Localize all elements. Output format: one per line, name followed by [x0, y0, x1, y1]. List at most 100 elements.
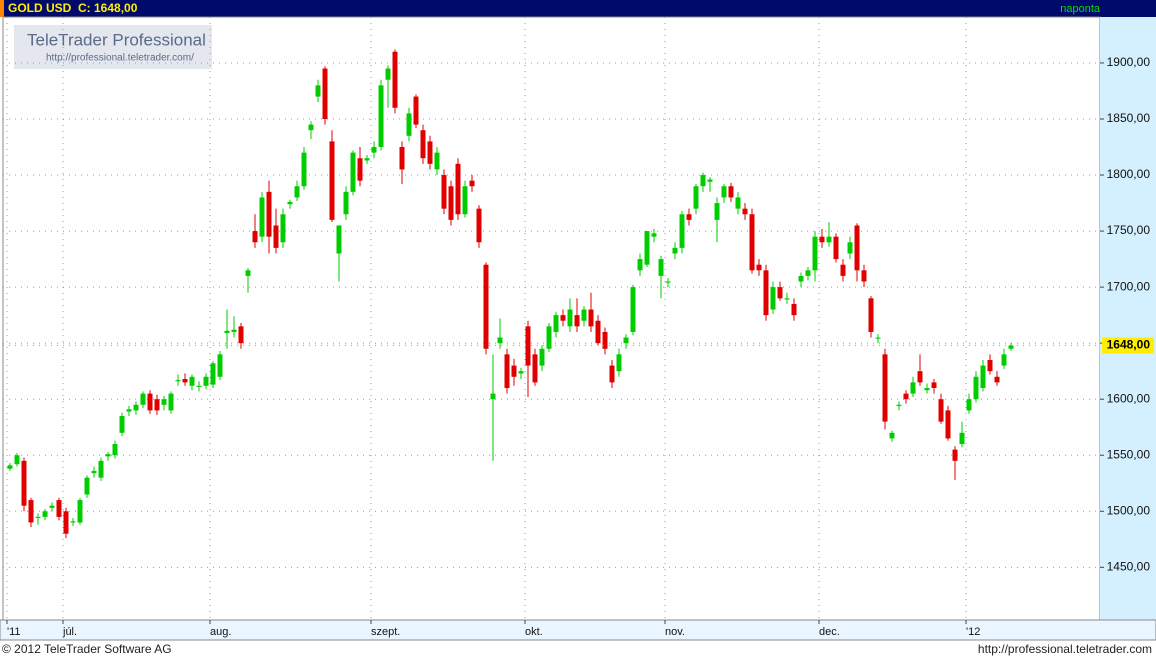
x-tick-label: '11: [7, 626, 21, 638]
candle-body: [840, 264, 846, 276]
symbol: GOLD USD: [8, 1, 72, 15]
candle-body: [1008, 345, 1014, 349]
candle-body: [525, 326, 531, 366]
candle-body: [707, 179, 713, 182]
candle-body: [889, 432, 895, 439]
candle-body: [175, 380, 181, 382]
candle-body: [602, 331, 608, 349]
candle-body: [952, 449, 958, 461]
candle-body: [574, 315, 580, 327]
header-bar: [0, 0, 1156, 17]
candle-body: [651, 233, 657, 237]
candle-body: [770, 287, 776, 310]
candle-body: [938, 399, 944, 422]
candle-body: [931, 382, 937, 388]
candle-body: [434, 152, 440, 170]
y-tick-label: 1850,00: [1107, 111, 1151, 125]
candle-body: [665, 281, 671, 283]
candle-body: [322, 68, 328, 119]
y-tick-label: 1750,00: [1107, 223, 1151, 237]
candle-body: [189, 376, 195, 386]
header-marker: [0, 0, 4, 17]
interval: naponta: [1060, 3, 1101, 15]
candle-body: [910, 382, 916, 394]
candle-body: [581, 309, 587, 321]
candle-body: [679, 214, 685, 248]
candle-body: [196, 385, 202, 387]
candle-body: [903, 393, 909, 400]
candle-body: [70, 521, 76, 523]
candle-body: [1001, 354, 1007, 366]
candle-body: [861, 270, 867, 282]
candle-body: [259, 197, 265, 237]
y-tick-label: 1500,00: [1107, 503, 1151, 517]
candle-body: [287, 201, 293, 205]
candle-body: [644, 231, 650, 265]
candle-body: [392, 51, 398, 108]
candle-body: [168, 393, 174, 411]
candle-body: [105, 454, 111, 457]
x-tick-label: júl.: [62, 626, 77, 638]
candle-body: [91, 470, 97, 474]
candle-body: [63, 511, 69, 534]
candle-body: [469, 180, 475, 187]
candle-body: [329, 141, 335, 220]
candle-body: [777, 287, 783, 299]
candle-body: [378, 85, 384, 148]
x-tick-label: nov.: [665, 626, 685, 638]
candle-body: [357, 158, 363, 181]
candle-body: [784, 298, 790, 300]
candle-body: [448, 186, 454, 220]
candle-body: [364, 158, 370, 161]
candle-body: [224, 330, 230, 334]
candle-body: [119, 416, 125, 433]
candle-body: [231, 329, 237, 332]
candle-body: [371, 147, 377, 153]
candle-body: [854, 225, 860, 271]
candle-body: [161, 399, 167, 405]
candle-body: [721, 186, 727, 198]
candle-body: [532, 354, 538, 383]
candle-body: [266, 191, 272, 237]
candle-body: [728, 186, 734, 198]
x-tick-label: aug.: [210, 626, 231, 638]
x-tick-label: '12: [966, 626, 980, 638]
candle-body: [987, 359, 993, 372]
candle-body: [35, 516, 41, 519]
last-price-label: 1648,00: [1107, 338, 1151, 352]
candle-body: [966, 399, 972, 411]
candle-body: [455, 163, 461, 215]
candle-body: [791, 303, 797, 316]
candle-body: [833, 236, 839, 260]
candle-body: [805, 270, 811, 276]
candle-body: [994, 376, 1000, 383]
candle-body: [798, 275, 804, 282]
candle-body: [714, 203, 720, 220]
candle-body: [756, 264, 762, 271]
candle-body: [420, 130, 426, 159]
candle-body: [924, 387, 930, 391]
candle-body: [98, 460, 104, 478]
candle-body: [700, 175, 706, 187]
candle-body: [427, 141, 433, 164]
candle-body: [973, 376, 979, 400]
watermark-url: http://professional.teletrader.com/: [46, 53, 194, 64]
candle-body: [763, 270, 769, 316]
candle-body: [301, 152, 307, 187]
candle-body: [812, 236, 818, 271]
y-tick-label: 1600,00: [1107, 391, 1151, 405]
candle-body: [504, 354, 510, 388]
candle-body: [560, 315, 566, 321]
candle-body: [567, 309, 573, 327]
candle-body: [140, 393, 146, 405]
candle-body: [742, 208, 748, 215]
last-price-box: [1102, 337, 1154, 354]
candle-body: [343, 191, 349, 215]
candle-body: [980, 365, 986, 388]
candle-body: [623, 337, 629, 344]
candle-body: [245, 270, 251, 276]
candle-body: [203, 376, 209, 386]
candle-body: [819, 236, 825, 243]
candle-body: [413, 96, 419, 125]
